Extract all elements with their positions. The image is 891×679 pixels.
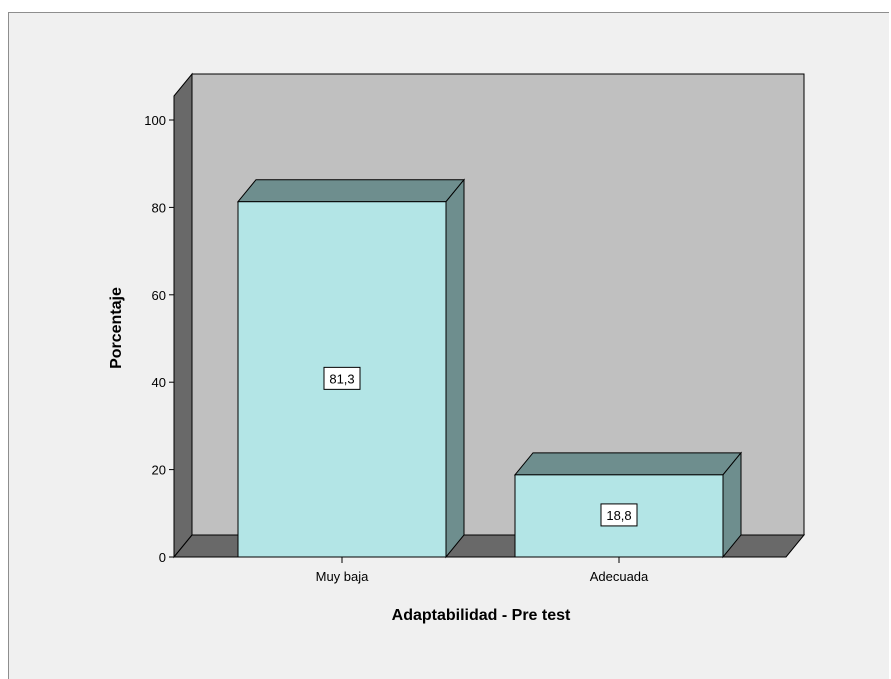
data-label-box <box>600 503 638 527</box>
data-label: 18,8 <box>606 508 631 523</box>
y-tick-label: 0 <box>159 550 166 565</box>
y-tick-label: 40 <box>152 375 166 390</box>
bar-top <box>236 179 466 203</box>
x-axis-title: Adaptabilidad - Pre test <box>392 607 571 624</box>
bar-side <box>445 178 465 559</box>
bar <box>237 201 447 558</box>
x-tick-label: Muy baja <box>316 569 370 584</box>
y-tick-label: 100 <box>144 113 166 128</box>
y-tick-label: 60 <box>152 288 166 303</box>
x-tick-label: Adecuada <box>590 569 649 584</box>
side-wall <box>173 72 193 559</box>
y-tick-label: 20 <box>152 463 166 478</box>
y-axis-title: Porcentaje <box>108 287 125 369</box>
bar-top <box>513 452 743 476</box>
y-tick-label: 80 <box>152 200 166 215</box>
data-label: 81,3 <box>329 371 354 386</box>
data-label-box <box>323 366 361 390</box>
